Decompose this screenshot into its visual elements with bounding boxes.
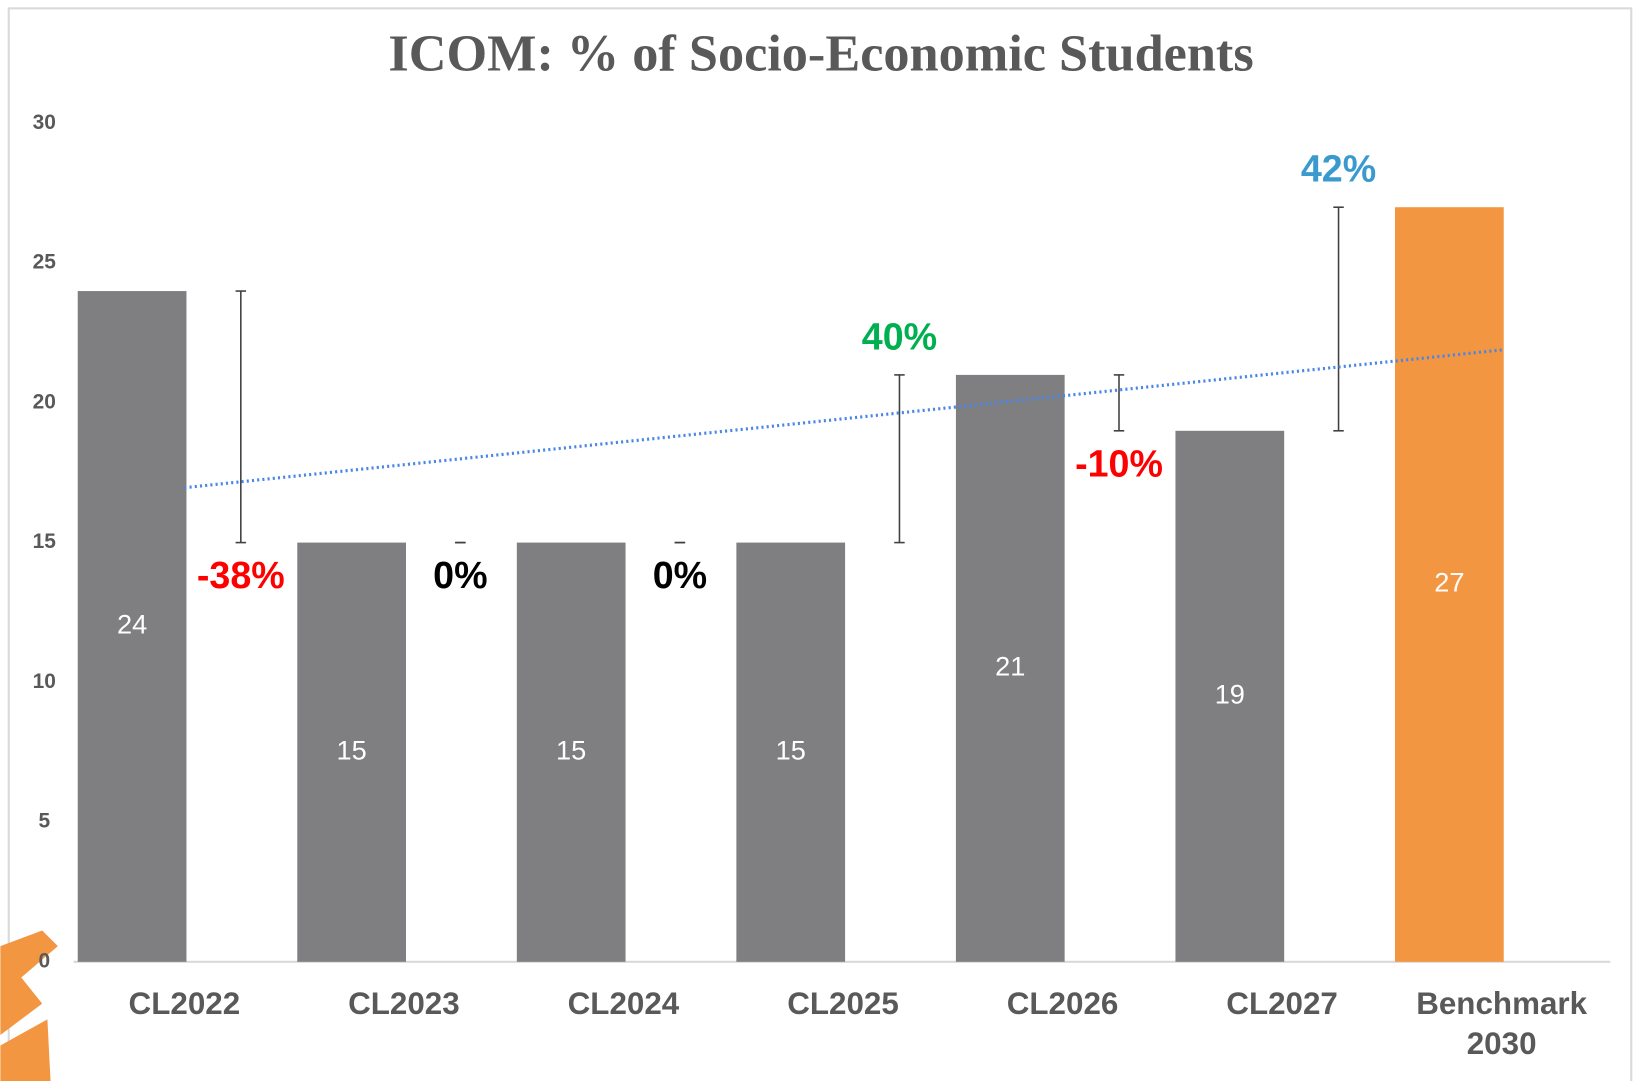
value-label: 15 [337,734,367,765]
corner-decoration [0,1019,51,1081]
x-tick-label: CL2025 [787,986,899,1022]
bar [516,542,626,962]
x-tick-label: CL2026 [1006,986,1119,1022]
change-range [1333,206,1344,432]
x-tick-label-box: CL2025 [787,986,899,1022]
y-tick-label: 5 [38,810,50,833]
y-tick-label: 0 [38,949,50,972]
change-label: 40% [862,315,937,357]
bar [1395,207,1504,962]
y-tick-label: 20 [33,390,56,413]
x-tick-label-box: CL2022 [128,986,241,1022]
change-label: 0% [653,554,707,596]
value-label: 27 [1434,567,1464,598]
value-label: 24 [117,609,147,640]
x-tick-label: CL2024 [567,986,680,1022]
y-tick-label: 15 [33,530,57,553]
change-range [235,290,247,544]
change-label: 42% [1301,148,1376,190]
x-tick-label: CL2022 [128,986,241,1022]
x-tick-label-box: CL2024 [567,986,680,1022]
x-tick-label-box: CL2026 [1006,986,1119,1022]
change-label: -38% [197,554,285,596]
trendline [184,348,1502,490]
y-tick-label: 30 [33,111,56,134]
x-tick-label-box: CL2023 [348,986,460,1022]
value-label: 21 [995,651,1025,682]
value-label: 19 [1215,678,1245,709]
value-label: 15 [776,734,806,765]
bar [1175,430,1285,962]
x-tick-label: CL2023 [348,986,460,1022]
corner-decoration [0,930,58,1035]
bar [736,542,846,962]
bar [955,374,1065,962]
bar [297,542,406,962]
value-label: 15 [556,734,586,765]
change-range [894,374,905,544]
y-tick-label: 25 [33,251,57,274]
chart-frame [7,7,1633,1081]
change-label: -10% [1075,442,1163,484]
change-label: 0% [433,554,487,596]
x-tick-label: Benchmark 2030 [1416,986,1588,1062]
x-tick-label-box: Benchmark 2030 [1416,986,1588,1062]
x-tick-label: CL2027 [1226,986,1338,1022]
y-tick-label: 10 [33,670,56,693]
x-tick-label-box: CL2027 [1226,986,1338,1022]
chart-title: ICOM: % of Socio-Economic Students [388,25,1253,83]
change-range [1113,374,1125,432]
bar [77,291,187,962]
